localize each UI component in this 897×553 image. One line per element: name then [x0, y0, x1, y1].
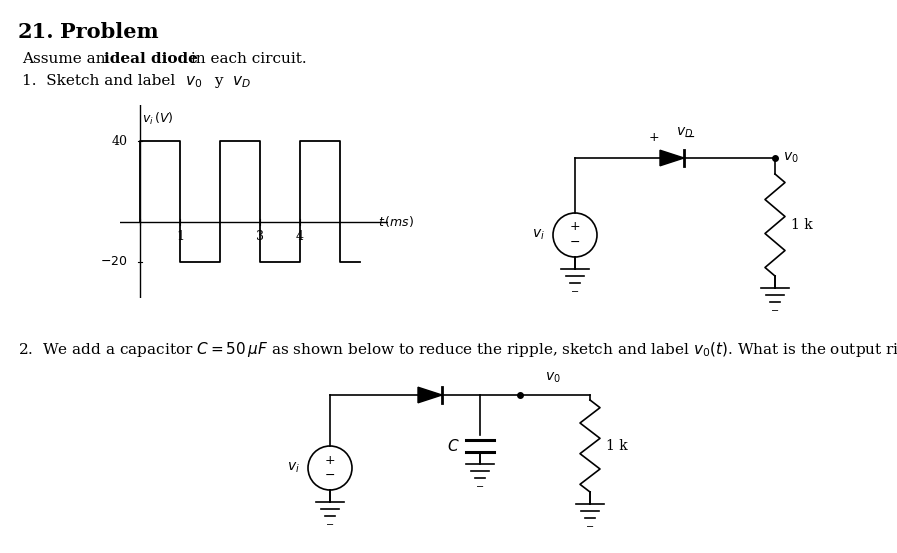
Text: $C$: $C$ — [448, 438, 460, 454]
Text: 21.: 21. — [18, 22, 55, 42]
Text: −: − — [326, 520, 334, 530]
Polygon shape — [418, 387, 442, 403]
Text: $v_i\,(V)$: $v_i\,(V)$ — [142, 111, 173, 127]
Text: $t\,(ms)$: $t\,(ms)$ — [378, 214, 414, 229]
Text: y: y — [210, 74, 229, 88]
Text: 40: 40 — [112, 135, 128, 148]
Text: −: − — [570, 236, 580, 248]
Text: −: − — [570, 287, 579, 297]
Text: $v_D$: $v_D$ — [232, 74, 250, 90]
Text: $-20$: $-20$ — [100, 255, 128, 268]
Text: Assume an: Assume an — [22, 52, 110, 66]
Text: −: − — [586, 522, 594, 532]
Text: 3: 3 — [256, 229, 264, 243]
Text: 1 k: 1 k — [791, 218, 813, 232]
Text: +: + — [325, 453, 335, 467]
Text: 4: 4 — [296, 229, 304, 243]
Text: $v_D$: $v_D$ — [676, 126, 693, 140]
Text: $v_0$: $v_0$ — [783, 151, 798, 165]
Text: +: + — [570, 221, 580, 233]
Text: $v_0$: $v_0$ — [545, 371, 561, 385]
Text: $v_i$: $v_i$ — [287, 461, 300, 475]
Text: 1: 1 — [176, 229, 184, 243]
Text: 1 k: 1 k — [606, 439, 628, 453]
Text: −: − — [325, 468, 335, 482]
Text: $v_0$: $v_0$ — [185, 74, 202, 90]
Text: 2.  We add a capacitor $C = 50\,\mu F$ as shown below to reduce the ripple, sket: 2. We add a capacitor $C = 50\,\mu F$ as… — [18, 340, 897, 359]
Text: +: + — [649, 131, 659, 144]
Text: ideal diode: ideal diode — [104, 52, 198, 66]
Text: −: − — [684, 131, 695, 144]
Text: in each circuit.: in each circuit. — [186, 52, 307, 66]
Polygon shape — [660, 150, 684, 166]
Text: $v_i$: $v_i$ — [532, 228, 545, 242]
Text: −: − — [771, 306, 779, 316]
Text: Problem: Problem — [60, 22, 159, 42]
Text: −: − — [476, 482, 484, 492]
Text: 1.  Sketch and label: 1. Sketch and label — [22, 74, 180, 88]
